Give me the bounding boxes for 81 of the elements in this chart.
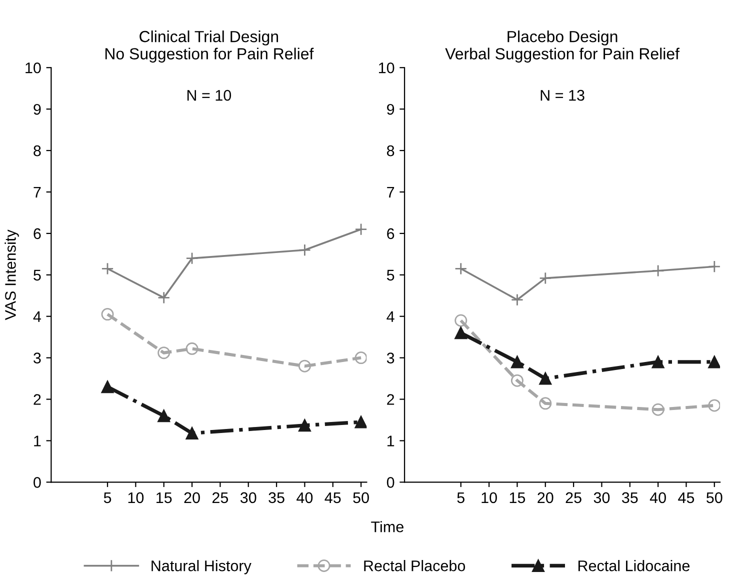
point bbox=[101, 380, 114, 394]
point bbox=[652, 356, 664, 368]
chart-title: Placebo Design Verbal Suggestion for Pain Relief bbox=[445, 30, 680, 63]
x-axis-title: Time bbox=[371, 521, 404, 532]
point bbox=[186, 342, 198, 355]
y-tick-label: 0 bbox=[386, 477, 394, 488]
annotation: N = 13 bbox=[540, 90, 584, 101]
x-tick-label: 25 bbox=[566, 492, 582, 504]
y-tick-label: 3 bbox=[386, 352, 394, 364]
x-tick-label: 30 bbox=[240, 492, 256, 504]
y-tick-label: 8 bbox=[34, 145, 41, 156]
y-tick-label: 7 bbox=[34, 187, 41, 198]
point bbox=[708, 399, 720, 412]
y-tick-label: 7 bbox=[387, 187, 394, 198]
point bbox=[298, 419, 311, 432]
y-tick-label: 10 bbox=[26, 62, 41, 74]
x-tick-label: 5 bbox=[457, 492, 464, 504]
legend-label: Rectal Lidocaine bbox=[578, 560, 690, 572]
point bbox=[510, 294, 524, 306]
point bbox=[158, 291, 170, 304]
point bbox=[101, 308, 114, 321]
point bbox=[539, 397, 552, 410]
point bbox=[354, 223, 367, 236]
point bbox=[186, 252, 198, 265]
x-tick-label: 50 bbox=[706, 492, 722, 504]
point bbox=[354, 416, 367, 428]
point bbox=[454, 262, 468, 275]
y-tick-label: 1 bbox=[34, 436, 41, 446]
point bbox=[708, 356, 720, 368]
point bbox=[186, 426, 198, 440]
x-tick-label: 5 bbox=[104, 492, 112, 504]
x-tick-label: 15 bbox=[156, 492, 172, 504]
y-tick-label: 4 bbox=[33, 311, 41, 322]
y-tick-label: 10 bbox=[378, 62, 394, 74]
y-tick-label: 0 bbox=[34, 477, 41, 488]
y-tick-label: 8 bbox=[386, 145, 394, 156]
point bbox=[539, 272, 552, 284]
point bbox=[158, 346, 170, 360]
point bbox=[708, 260, 720, 273]
x-tick-label: 45 bbox=[678, 492, 694, 504]
legend-label: Natural History bbox=[152, 560, 252, 574]
x-tick-label: 30 bbox=[594, 492, 610, 504]
x-tick-label: 45 bbox=[324, 492, 341, 504]
point bbox=[298, 360, 311, 372]
point bbox=[454, 326, 468, 340]
point bbox=[510, 356, 524, 368]
x-tick-label: 10 bbox=[482, 492, 497, 504]
point bbox=[539, 372, 552, 385]
point bbox=[454, 314, 468, 327]
y-tick-label: 6 bbox=[387, 228, 394, 240]
chart-title: Clinical Trial Design No Suggestion for Pain Relief bbox=[105, 30, 314, 63]
y-tick-label: 2 bbox=[387, 394, 394, 405]
y-tick-label: 5 bbox=[386, 270, 394, 281]
y-tick-label: 5 bbox=[34, 270, 41, 281]
x-tick-label: 25 bbox=[212, 492, 228, 504]
x-tick-label: 20 bbox=[184, 492, 200, 504]
x-tick-label: 20 bbox=[538, 492, 554, 504]
y-axis-title: VAS Intensity bbox=[4, 230, 19, 320]
x-tick-label: 10 bbox=[128, 492, 144, 504]
point bbox=[510, 374, 524, 387]
y-tick-label: 6 bbox=[34, 228, 41, 240]
annotation: N = 10 bbox=[187, 90, 232, 101]
point bbox=[158, 410, 170, 422]
y-tick-label: 4 bbox=[386, 311, 394, 322]
point bbox=[652, 403, 664, 416]
x-tick-label: 40 bbox=[296, 492, 313, 504]
y-tick-label: 2 bbox=[34, 394, 41, 405]
x-tick-label: 50 bbox=[353, 492, 369, 504]
legend-label: Rectal Placebo bbox=[364, 560, 466, 572]
point bbox=[298, 244, 311, 256]
x-tick-label: 40 bbox=[650, 492, 666, 504]
y-tick-label: 1 bbox=[387, 436, 394, 446]
x-tick-label: 15 bbox=[510, 492, 526, 504]
point bbox=[652, 264, 664, 277]
y-tick-label: 3 bbox=[34, 352, 41, 364]
x-tick-label: 35 bbox=[622, 492, 638, 504]
point bbox=[354, 352, 367, 364]
point bbox=[101, 262, 114, 275]
y-tick-label: 9 bbox=[34, 104, 41, 115]
x-tick-label: 35 bbox=[268, 492, 284, 504]
y-tick-label: 9 bbox=[387, 104, 394, 115]
